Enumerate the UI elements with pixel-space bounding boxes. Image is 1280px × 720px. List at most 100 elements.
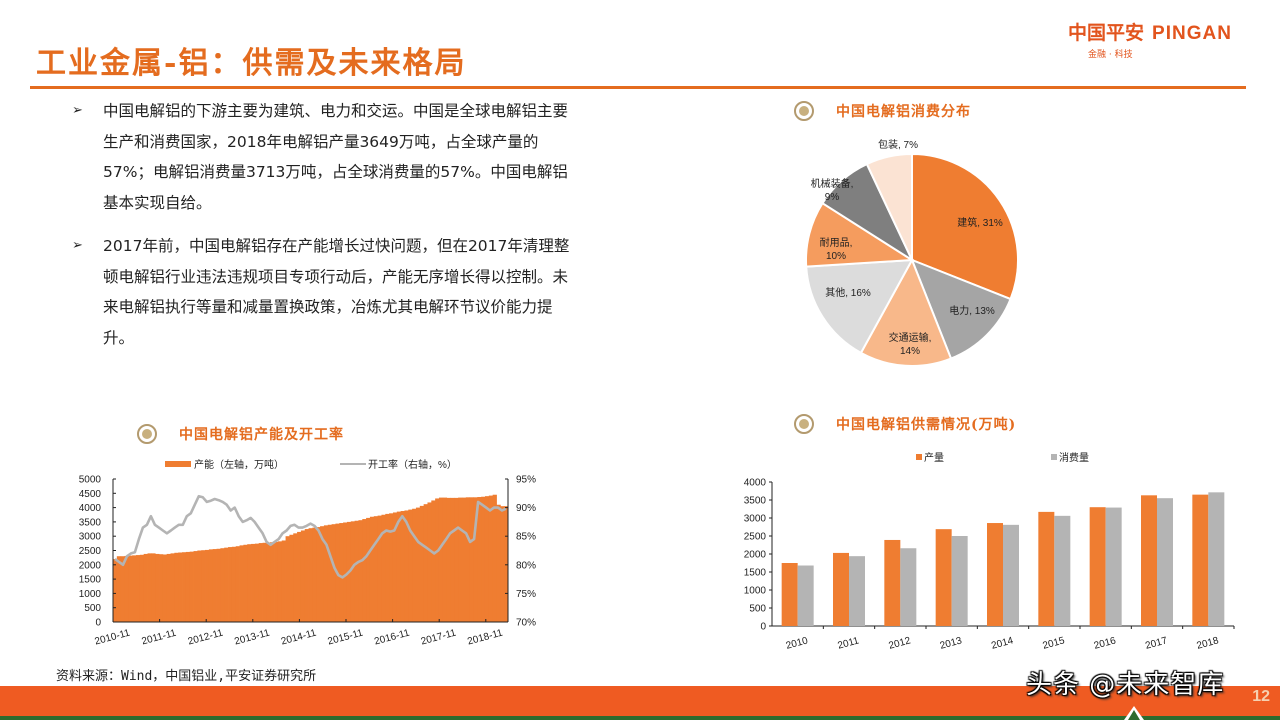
capacity-utilization-chart: 产能（左轴，万吨） 开工率（右轴，%） 0 500 1000 1500 2000 2500 30… <box>79 458 536 648</box>
x-tick-label: 2018 <box>1196 635 1221 651</box>
capacity-bar <box>300 530 306 622</box>
x-tick-label: 2015 <box>1042 635 1067 651</box>
capacity-bar <box>320 526 325 622</box>
capacity-bar <box>481 496 486 622</box>
capacity-bar <box>189 551 194 622</box>
capacity-bar <box>228 547 233 622</box>
pie-data-label: 包装, 7% <box>878 138 918 151</box>
utilization-line <box>114 494 507 579</box>
capacity-bar <box>208 549 214 622</box>
bullet-text: 中国电解铝的下游主要为建筑、电力和交运。中国是全球电解铝主要生产和消费国家，20… <box>103 102 569 212</box>
capacity-bar <box>132 555 137 622</box>
x-tick-label: 2014-11 <box>280 628 318 648</box>
capacity-bar <box>128 555 133 622</box>
x-tick-label: 2010 <box>785 635 810 651</box>
capacity-bar <box>178 552 183 622</box>
capacity-bar <box>408 509 413 622</box>
capacity-bar <box>277 541 283 622</box>
capacity-bar <box>412 508 417 622</box>
y-left-tick-label: 1500 <box>79 575 102 586</box>
bar <box>1054 515 1071 626</box>
capacity-bar <box>327 524 332 622</box>
bar <box>900 548 917 626</box>
y-left-tick-label: 2500 <box>79 546 102 557</box>
capacity-bar <box>285 536 290 622</box>
capacity-bar <box>251 543 256 622</box>
capacity-bar <box>423 504 428 622</box>
logo-tagline: 金融 · 科技 <box>1088 50 1133 60</box>
title-divider <box>30 86 1246 89</box>
bullet-list: ➢ 中国电解铝的下游主要为建筑、电力和交运。中国是全球电解铝主要生产和消费国家，… <box>70 96 580 366</box>
capacity-bar <box>270 542 275 622</box>
capacity-bar <box>438 497 444 622</box>
capacity-bar <box>339 523 344 622</box>
x-tick-label: 2013 <box>939 635 964 651</box>
pie-slice <box>910 258 1012 360</box>
svg-text:消费量: 消费量 <box>1059 451 1089 464</box>
capacity-bar <box>247 544 252 622</box>
capacity-bar <box>258 543 263 622</box>
capacity-bar <box>166 553 171 622</box>
capacity-bar <box>124 555 129 622</box>
capacity-bar <box>205 549 210 622</box>
capacity-chart-title: 中国电解铝产能及开工率 <box>179 427 344 443</box>
capacity-bar <box>389 513 394 622</box>
source-note: 资料来源：Wind，中国铝业,平安证券研究所 <box>56 669 317 684</box>
capacity-bar <box>496 504 501 622</box>
capacity-bar <box>216 548 221 622</box>
x-tick-label: 2017-11 <box>420 628 458 648</box>
capacity-bar <box>343 522 348 622</box>
y-left-tick-label: 3500 <box>79 517 102 528</box>
y-tick-label: 1000 <box>744 586 767 597</box>
pie-data-label: 电力, 13% <box>949 304 995 317</box>
capacity-bar <box>254 543 260 622</box>
capacity-bar <box>293 533 298 622</box>
capacity-bar <box>465 497 471 622</box>
capacity-bar <box>404 510 409 622</box>
capacity-bar <box>446 497 451 622</box>
y-left-tick-label: 0 <box>95 618 101 629</box>
footer-triangle-logo-icon <box>1124 706 1144 720</box>
pie-data-label: 机械装备, <box>811 177 854 190</box>
capacity-bar <box>308 528 313 622</box>
supply-demand-bar-chart: 产量 消费量 0 500 1000 1500 2000 2500 3000 3500 4000 201… <box>744 451 1235 652</box>
svg-text:开工率（右轴，%）: 开工率（右轴，%） <box>368 458 457 471</box>
watermark: 头条 @未来智库 <box>1026 670 1225 700</box>
pie-slice <box>865 152 913 261</box>
arrow-bullet-icon: ➢ <box>72 238 83 253</box>
supply-chart-title: 中国电解铝供需情况(万吨) <box>836 417 1017 433</box>
capacity-bar <box>316 527 321 622</box>
pie-data-label: 耐用品, <box>820 236 853 249</box>
logo-cn: 中国平安 <box>1068 23 1145 44</box>
capacity-bar <box>385 513 390 622</box>
capacity-bar <box>396 511 402 622</box>
pie-slice <box>805 258 914 355</box>
y-right-tick-label: 80% <box>516 560 536 571</box>
capacity-bar <box>113 559 118 622</box>
capacity-bar <box>442 497 448 622</box>
bar <box>935 529 952 626</box>
footer-bar <box>0 686 1280 716</box>
pie-chart-title: 中国电解铝消费分布 <box>836 104 971 120</box>
capacity-bar <box>193 551 198 622</box>
capacity-bar <box>461 497 467 622</box>
y-tick-label: 3000 <box>744 514 767 525</box>
capacity-bar <box>120 556 125 622</box>
capacity-bar <box>136 555 141 622</box>
y-tick-label: 0 <box>760 622 766 633</box>
capacity-bar <box>266 542 271 622</box>
capacity-bar <box>304 529 309 622</box>
y-left-tick-label: 500 <box>84 603 101 614</box>
bar <box>849 556 865 626</box>
footer-line <box>0 716 1280 720</box>
x-tick-label: 2016-11 <box>373 628 411 648</box>
bar <box>1038 511 1055 626</box>
pie-data-label: 交通运输, <box>889 331 932 344</box>
capacity-bar <box>500 506 505 622</box>
pie-data-label: 建筑, 31% <box>957 216 1003 229</box>
bar <box>1089 507 1106 626</box>
pie-data-label: 10% <box>826 251 846 262</box>
x-tick-label: 2011 <box>837 635 861 651</box>
ring-bullet-icon <box>137 424 157 444</box>
capacity-bar <box>212 549 217 622</box>
